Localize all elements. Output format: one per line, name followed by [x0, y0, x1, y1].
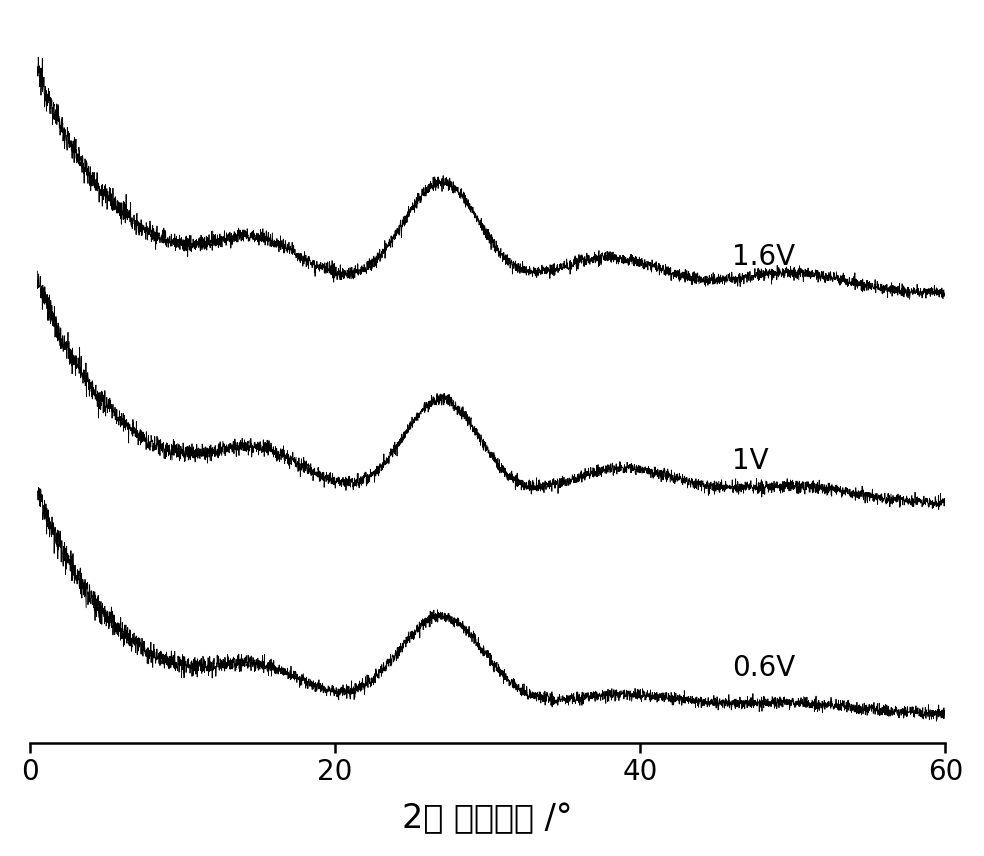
- X-axis label: 2倍 衰射角度 /°: 2倍 衰射角度 /°: [402, 802, 573, 835]
- Text: 0.6V: 0.6V: [732, 654, 795, 682]
- Text: 1.6V: 1.6V: [732, 243, 795, 271]
- Text: 1V: 1V: [732, 447, 769, 475]
